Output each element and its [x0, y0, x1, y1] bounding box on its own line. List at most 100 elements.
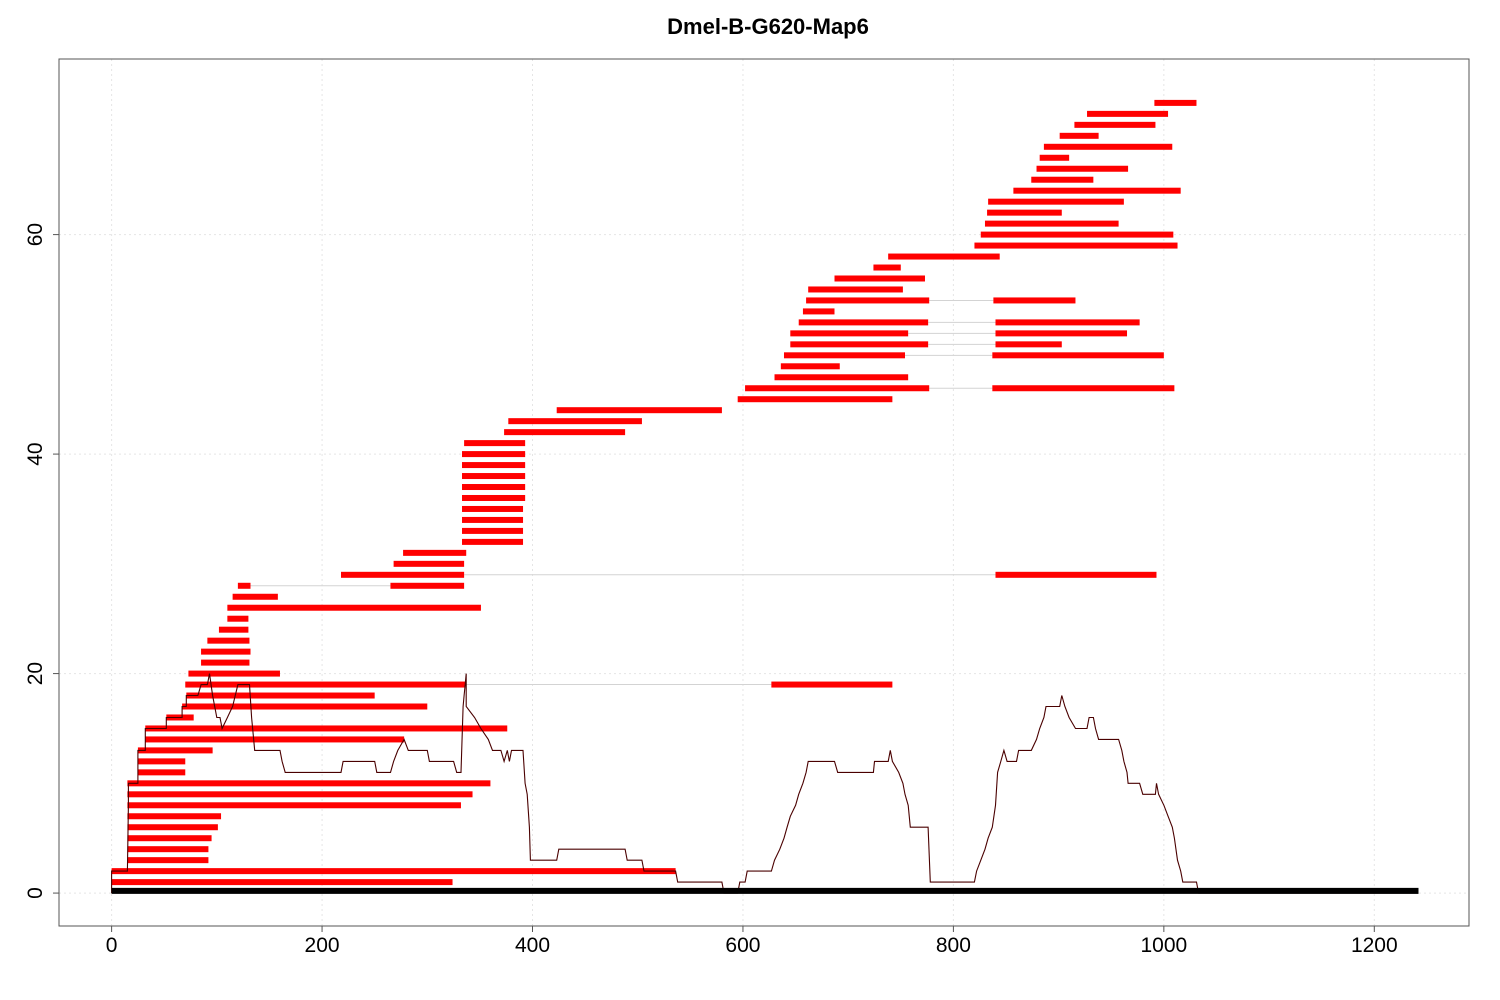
segment-bar [783, 352, 905, 359]
segment-bar [888, 253, 1000, 260]
y-tick-label: 20 [24, 662, 47, 685]
segment-bar [1043, 143, 1173, 150]
segment-bar [137, 747, 213, 754]
x-tick-label: 600 [725, 934, 760, 957]
segment-bar [462, 527, 524, 534]
segment-bar [127, 857, 209, 864]
segment-bar [790, 330, 909, 337]
segment-bar [1059, 132, 1099, 139]
segment-bar [145, 725, 508, 732]
plot-frame [58, 58, 1470, 927]
y-tick-label: 0 [24, 887, 47, 899]
segment-bar [227, 604, 481, 611]
segment-bar [462, 484, 526, 491]
segment-bar-part [995, 571, 1157, 578]
segment-bar [1154, 99, 1197, 106]
segment-bar-part [390, 582, 465, 589]
segment-bar [464, 440, 526, 447]
reference-bar [111, 887, 1419, 894]
y-tick-label: 60 [24, 223, 47, 246]
segment-bar [745, 385, 930, 392]
segment-bar [462, 505, 524, 512]
segment-bar [988, 198, 1124, 205]
x-tick-label: 1000 [1140, 934, 1187, 957]
segment-bar-part [992, 385, 1175, 392]
segment-connectors [250, 299, 996, 686]
segment-bar [556, 407, 722, 414]
segment-bar [462, 451, 526, 458]
segment-bar-part [995, 319, 1140, 326]
segment-bar [232, 593, 278, 600]
segment-bar [186, 692, 375, 699]
x-tick-label: 200 [305, 934, 340, 957]
segment-bar-part [992, 352, 1164, 359]
segment-bar [834, 275, 925, 282]
segment-bar [127, 780, 491, 787]
segment-bar [974, 242, 1178, 249]
segment-bar [984, 220, 1119, 227]
segment-bar [207, 637, 250, 644]
segment-bar-part [995, 341, 1062, 348]
segment-bar [462, 516, 524, 523]
segment-bar [127, 846, 209, 853]
segment-bar [127, 835, 212, 842]
segment-bar [403, 549, 467, 556]
segment-bar [737, 396, 893, 403]
segment-bar [774, 374, 909, 381]
segment-bar [227, 615, 249, 622]
segment-bar [341, 571, 465, 578]
segment-bar [137, 769, 186, 776]
segment-bar [127, 824, 218, 831]
x-tick-label: 400 [515, 934, 550, 957]
aligned-segments [111, 99, 1197, 886]
segment-bar [1031, 176, 1094, 183]
x-tick-label: 1200 [1351, 934, 1398, 957]
segment-bar [218, 626, 249, 633]
x-tick-label: 800 [936, 934, 971, 957]
segment-bar [145, 736, 405, 743]
chart-title: Dmel-B-G620-Map6 [667, 14, 869, 39]
segment-bar [798, 319, 929, 326]
segment-bar [201, 659, 250, 666]
segment-bar [1087, 110, 1169, 117]
segment-bar [462, 494, 526, 501]
segment-bar [462, 538, 524, 545]
segment-bar [182, 703, 428, 710]
segment-bar [185, 681, 466, 688]
segment-bar [127, 813, 222, 820]
segment-bar [806, 297, 930, 304]
axes: 0 200 400 600 800 1000 1200 0 20 40 60 [24, 223, 1398, 957]
segment-bar [1074, 121, 1156, 128]
segment-bar [462, 473, 526, 480]
x-tick-label: 0 [106, 934, 118, 957]
segment-bar [508, 418, 642, 425]
segment-bar [987, 209, 1062, 216]
coverage-line [111, 673, 1419, 894]
segment-bar [1013, 187, 1181, 194]
segment-bar [127, 802, 461, 809]
segment-bar [1036, 165, 1129, 172]
segment-bar [201, 648, 251, 655]
segment-bar-part [771, 681, 893, 688]
segment-bar [808, 286, 903, 293]
y-tick-label: 40 [24, 442, 47, 465]
segment-bar [137, 758, 186, 765]
segment-bar [980, 231, 1174, 238]
segment-bar [462, 462, 526, 469]
segment-bar [780, 363, 840, 370]
segment-bar [504, 429, 626, 436]
segment-bar [111, 879, 453, 886]
segment-bar [111, 868, 676, 875]
segment-bar-part [995, 330, 1128, 337]
segment-bar [237, 582, 251, 589]
coverage-profile [111, 673, 1419, 894]
segment-bar [802, 308, 835, 315]
segment-bar [188, 670, 280, 677]
segment-bar [790, 341, 929, 348]
segment-bar [1039, 154, 1070, 161]
reference-segment [111, 887, 1419, 894]
segment-bar [393, 560, 465, 567]
segment-bar [873, 264, 901, 271]
